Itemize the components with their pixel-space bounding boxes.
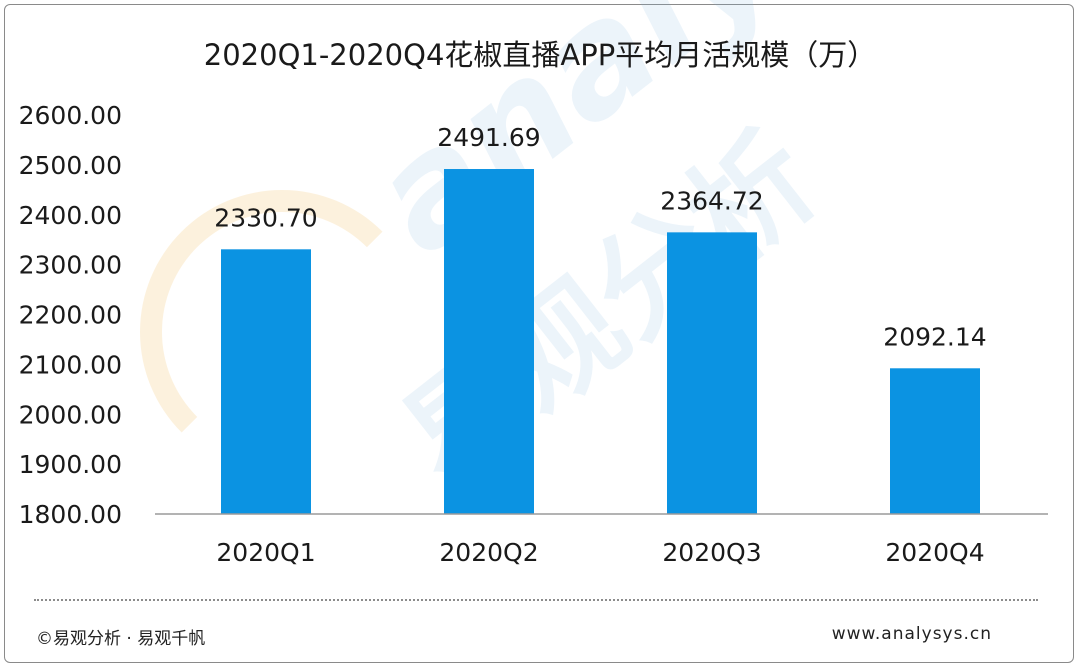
data-labels: 2330.70 2491.69 2364.72 2092.14 [214,123,986,351]
data-label-2020Q2: 2491.69 [437,123,540,152]
data-label-2020Q3: 2364.72 [660,186,763,215]
y-tick-label: 1900.00 [19,450,122,479]
bar-2020Q1 [221,249,311,515]
y-tick-label: 2100.00 [19,350,122,379]
y-tick-label: 1800.00 [19,500,122,529]
chart-title: 2020Q1-2020Q4花椒直播APP平均月活规模（万） [203,38,877,72]
x-tick-label-2020Q3: 2020Q3 [662,538,761,567]
data-label-2020Q1: 2330.70 [214,203,317,232]
bars [221,169,980,515]
bar-2020Q2 [444,169,534,515]
footer-divider [34,599,1038,601]
y-tick-label: 2600.00 [19,101,122,130]
x-tick-label-2020Q4: 2020Q4 [885,538,984,567]
x-axis-tick-labels: 2020Q1 2020Q2 2020Q3 2020Q4 [216,538,984,567]
y-tick-label: 2000.00 [19,400,122,429]
y-axis-tick-labels: 2600.00 2500.00 2400.00 2300.00 2200.00 2100.… [19,101,122,529]
x-tick-label-2020Q1: 2020Q1 [216,538,315,567]
copyright-text: ©易观分析 · 易观千帆 [36,629,206,649]
chart-frame [4,4,1074,663]
bar-2020Q4 [890,368,980,514]
y-tick-label: 2400.00 [19,201,122,230]
data-label-2020Q4: 2092.14 [883,322,986,351]
website-link[interactable]: www.analysys.cn [831,624,992,644]
bar-2020Q3 [667,232,757,515]
y-tick-label: 2300.00 [19,251,122,280]
y-tick-label: 2500.00 [19,151,122,180]
y-tick-label: 2200.00 [19,301,122,330]
x-tick-label-2020Q2: 2020Q2 [439,538,538,567]
